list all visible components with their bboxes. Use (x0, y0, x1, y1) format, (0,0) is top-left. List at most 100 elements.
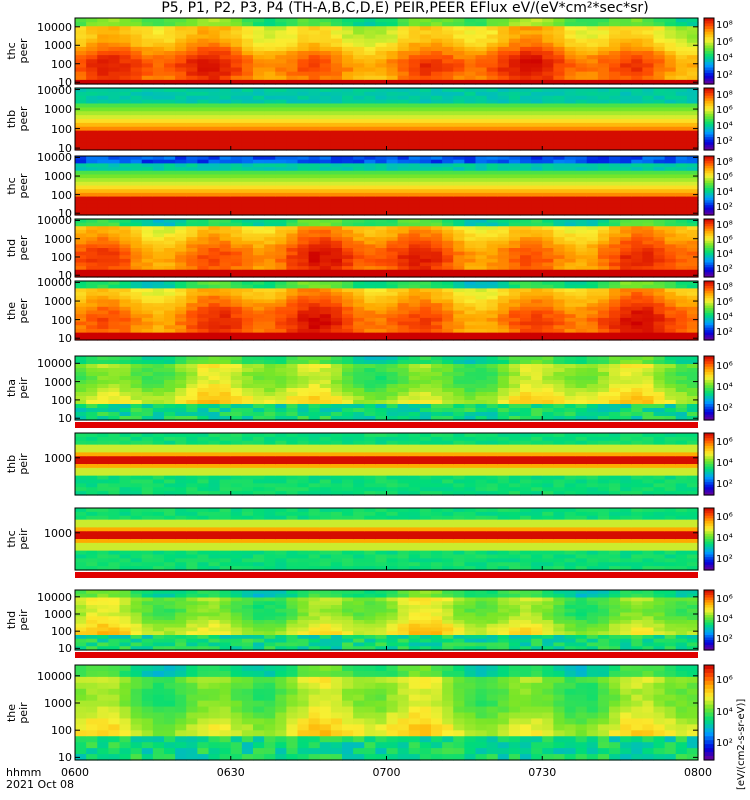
heatmap-cell (197, 55, 210, 60)
heatmap-cell (308, 200, 321, 205)
heatmap-cell (197, 156, 210, 161)
heatmap-cell (197, 126, 210, 132)
heatmap-cell (631, 262, 643, 267)
heatmap-cell (653, 306, 666, 312)
heatmap-cell (241, 142, 254, 147)
heatmap-cell (442, 332, 454, 337)
heatmap-cell (264, 88, 276, 93)
heatmap-cell (175, 88, 187, 93)
heatmap-cell (397, 95, 410, 101)
heatmap-cell (564, 332, 577, 337)
heatmap-cell (75, 119, 87, 124)
heatmap-cell (130, 95, 143, 101)
heatmap-cell (531, 314, 543, 319)
heatmap-cell (230, 325, 243, 330)
heatmap-cell (175, 146, 187, 151)
heatmap-cell (330, 75, 343, 81)
heatmap-cell (408, 107, 421, 112)
heatmap-cell (664, 222, 677, 227)
heatmap-cell (442, 226, 454, 231)
heatmap-cell (419, 88, 432, 93)
heatmap-cell (419, 159, 432, 164)
heatmap-cell (119, 30, 132, 36)
heatmap-cell (453, 219, 465, 224)
heatmap-cell (386, 336, 399, 341)
heatmap-cell (486, 146, 499, 151)
heatmap-cell (542, 258, 554, 264)
heatmap-cell (464, 207, 477, 212)
heatmap-cell (653, 146, 666, 151)
heatmap-cell (386, 134, 399, 139)
heatmap-cell (130, 34, 143, 40)
heatmap-cell (97, 314, 109, 319)
heatmap-cell (575, 303, 588, 308)
heatmap-cell (353, 75, 365, 81)
heatmap-cell (308, 174, 321, 179)
heatmap-cell (609, 88, 621, 93)
heatmap-cell (208, 126, 221, 132)
heatmap-cell (86, 88, 98, 93)
heatmap-cell (342, 251, 354, 256)
heatmap-cell (553, 111, 566, 116)
heatmap-cell (542, 30, 554, 36)
heatmap-cell (75, 22, 87, 27)
heatmap-cell (319, 185, 332, 190)
heatmap-cell (664, 30, 677, 36)
heatmap-cell (575, 75, 588, 81)
colorbar-frame (703, 17, 715, 85)
heatmap-cell (620, 51, 632, 56)
heatmap-cell (631, 126, 643, 132)
heatmap-cell (241, 299, 254, 304)
heatmap-cell (286, 328, 299, 334)
heatmap-cell (97, 325, 109, 330)
heatmap-cell (542, 244, 554, 249)
heatmap-cell (553, 22, 566, 27)
heatmap-cell (642, 138, 655, 143)
heatmap-cell (75, 185, 87, 190)
heatmap-cell (564, 91, 577, 97)
heatmap-cell (208, 303, 221, 308)
heatmap-cell (175, 284, 187, 289)
heatmap-cell (386, 126, 399, 132)
heatmap-cell (431, 103, 443, 108)
heatmap-cell (319, 310, 332, 315)
heatmap-cell (419, 185, 432, 190)
heatmap-cell (141, 321, 154, 326)
heatmap-cell (264, 134, 276, 139)
heatmap-cell (564, 237, 577, 242)
heatmap-cell (319, 203, 332, 209)
heatmap-cell (586, 138, 599, 143)
heatmap-cell (475, 18, 488, 23)
heatmap-cell (520, 244, 532, 249)
heatmap-cell (531, 46, 543, 52)
heatmap-cell (186, 174, 198, 179)
heatmap-cell (642, 51, 655, 56)
heatmap-cell (108, 273, 121, 278)
heatmap-cell (419, 292, 432, 297)
heatmap-cell (464, 317, 477, 323)
heatmap-cell (219, 71, 232, 77)
heatmap-cell (297, 299, 310, 304)
heatmap-cell (108, 196, 121, 201)
heatmap-cell (631, 207, 643, 212)
heatmap-cell (419, 130, 432, 136)
heatmap-cell (686, 107, 699, 112)
heatmap-cell (575, 42, 588, 48)
heatmap-cell (486, 310, 499, 315)
heatmap-cell (275, 192, 287, 198)
heatmap-cell (531, 71, 543, 77)
heatmap-cell (453, 71, 465, 77)
heatmap-cell (253, 174, 265, 179)
heatmap-cell (586, 273, 599, 278)
heatmap-cell (397, 317, 410, 323)
heatmap-cell (475, 174, 488, 179)
heatmap-cell (186, 163, 198, 168)
heatmap-cell (508, 273, 521, 278)
heatmap-cell (186, 207, 198, 212)
heatmap-cell (319, 262, 332, 267)
heatmap-cell (97, 18, 109, 23)
heatmap-cell (542, 189, 554, 194)
heatmap-cell (508, 167, 521, 172)
heatmap-cell (119, 203, 132, 209)
heatmap-cell (119, 288, 132, 293)
